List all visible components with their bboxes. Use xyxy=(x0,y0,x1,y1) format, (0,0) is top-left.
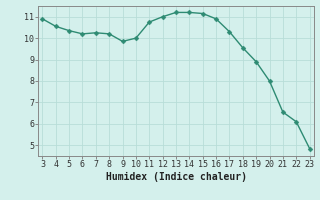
X-axis label: Humidex (Indice chaleur): Humidex (Indice chaleur) xyxy=(106,172,246,182)
